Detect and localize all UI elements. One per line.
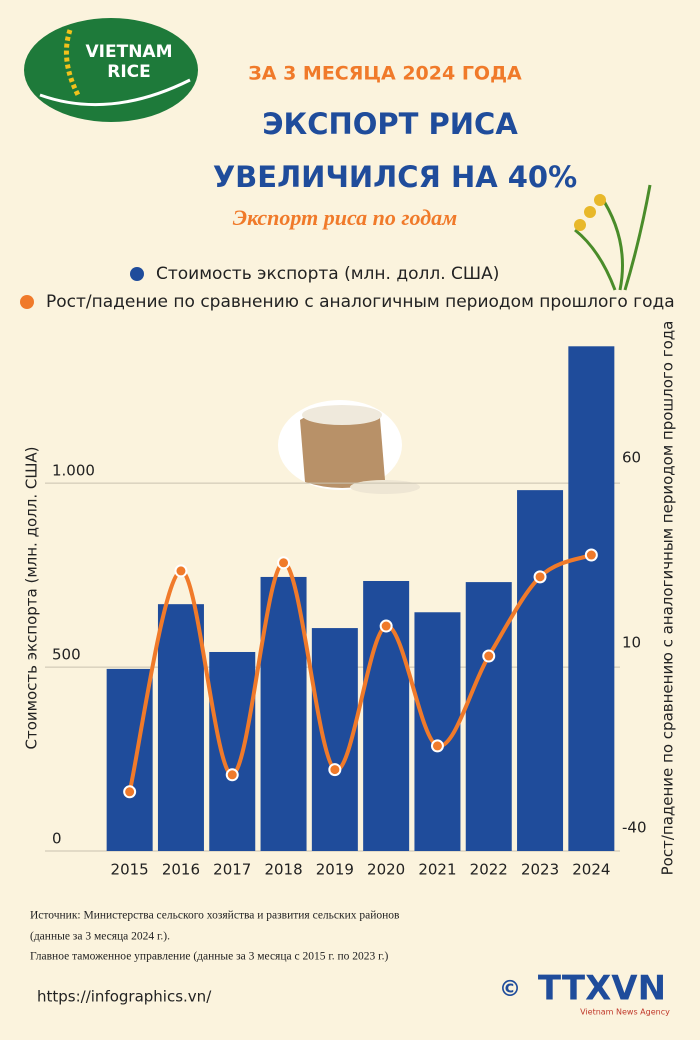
x-tick-label: 2022 — [470, 861, 508, 879]
line-point — [277, 556, 291, 570]
y2-tick-label: 10 — [622, 633, 641, 651]
line-point — [584, 548, 598, 562]
legend-label: Стоимость экспорта (млн. долл. США) — [156, 264, 500, 284]
legend-label: Рост/падение по сравнению с аналогичным … — [46, 292, 675, 312]
y-tick-label: 500 — [52, 646, 81, 664]
source: (данные за 3 месяца 2024 г.). — [30, 931, 170, 943]
bar — [209, 651, 256, 851]
line-point — [328, 763, 342, 777]
source: Главное таможенное управление (данные за… — [30, 951, 388, 963]
agency-logo: TTXVN — [538, 969, 666, 1009]
rice-plant — [574, 184, 652, 291]
rice-sack — [278, 400, 420, 494]
logo-text: VIETNAM — [86, 42, 173, 62]
source: Источник: Министерства сельского хозяйст… — [30, 910, 400, 922]
x-tick-label: 2019 — [316, 861, 354, 879]
bar — [465, 582, 512, 851]
logo-grain — [63, 29, 81, 97]
legend-marker — [130, 267, 144, 281]
chart-title: Экспорт риса по годам — [233, 205, 457, 230]
x-tick-label: 2015 — [111, 861, 149, 879]
x-tick-label: 2023 — [521, 861, 559, 879]
x-tick-label: 2017 — [213, 861, 251, 879]
x-tick-label: 2016 — [162, 861, 200, 879]
url: https://infographics.vn/ — [37, 988, 212, 1006]
agency-sub: Vietnam News Agency — [580, 1008, 670, 1017]
line-point — [174, 564, 188, 578]
y-tick-label: 0 — [52, 830, 62, 848]
line-point — [225, 768, 239, 782]
bar — [517, 490, 564, 851]
line-point — [482, 649, 496, 663]
line-point — [533, 570, 547, 584]
x-tick-label: 2021 — [418, 861, 456, 879]
y2-tick-label: -40 — [622, 818, 647, 836]
logo-text: RICE — [107, 62, 151, 82]
x-tick-label: 2018 — [264, 861, 302, 879]
legend-item: Рост/падение по сравнению с аналогичным … — [20, 292, 680, 312]
copyright: © — [499, 977, 521, 1002]
y-axis-label: Стоимость экспорта (млн. долл. США) — [23, 447, 41, 750]
bar — [157, 604, 204, 851]
line-point — [430, 739, 444, 753]
y2-axis-label: Рост/падение по сравнению с аналогичным … — [659, 321, 677, 876]
logo-swoosh — [39, 78, 191, 107]
kicker: ЗА 3 МЕСЯЦА 2024 ГОДА — [248, 63, 522, 85]
title: УВЕЛИЧИЛСЯ НА 40% — [213, 160, 577, 194]
x-tick-label: 2024 — [572, 861, 610, 879]
bar — [260, 576, 307, 851]
x-tick-label: 2020 — [367, 861, 405, 879]
y-tick-label: 1.000 — [52, 462, 95, 480]
bar — [568, 346, 615, 851]
line-point — [123, 785, 137, 799]
legend-marker — [20, 295, 34, 309]
y2-tick-label: 60 — [622, 448, 641, 466]
title: ЭКСПОРТ РИСА — [262, 107, 518, 141]
line-point — [379, 619, 393, 633]
legend-item: Стоимость экспорта (млн. долл. США) — [20, 264, 680, 284]
